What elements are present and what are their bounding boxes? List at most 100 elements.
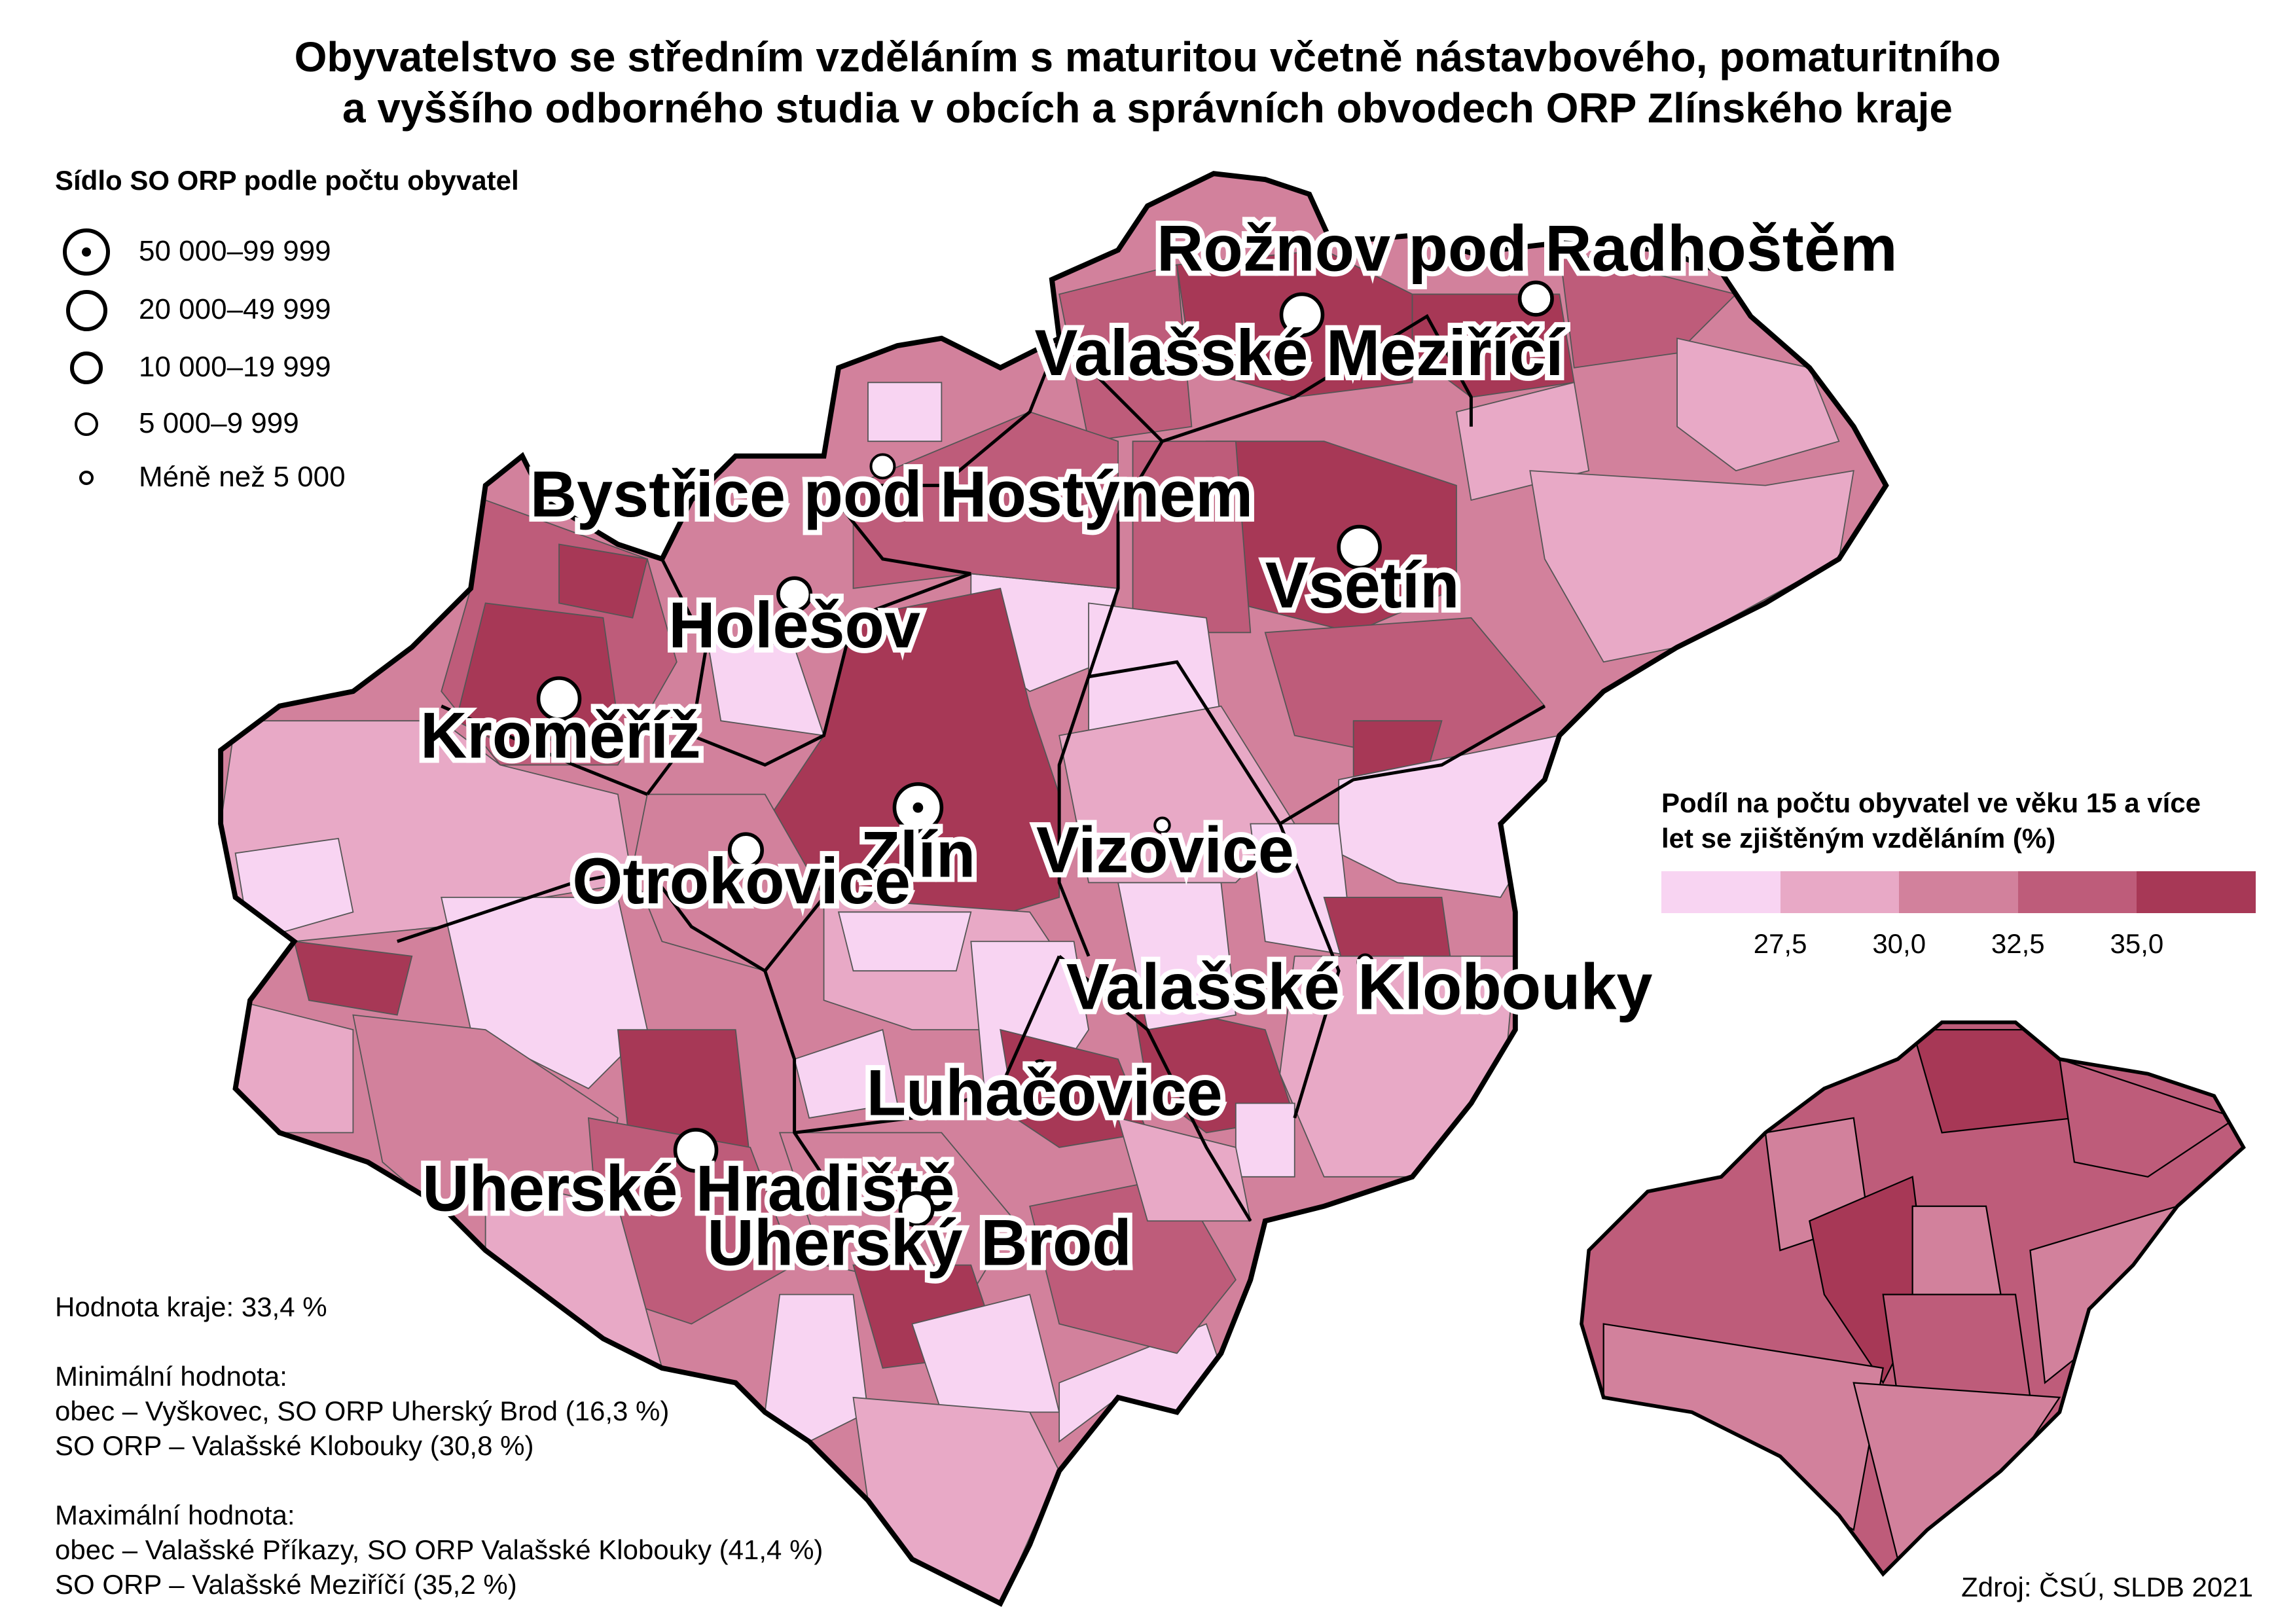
map-title: Obyvatelstvo se středním vzděláním s mat… [0, 31, 2295, 134]
size-legend-label: Méně než 5 000 [139, 461, 346, 493]
orp-boundary-line [822, 484, 971, 575]
orp-boundary-line [1058, 954, 1252, 1222]
orp-boundary-line [763, 970, 825, 1178]
size-legend-symbol [63, 228, 110, 276]
orp-boundary-line [1057, 676, 1091, 957]
orp-boundary-line [1087, 440, 1164, 677]
town-marker-luhacovice [1031, 1059, 1049, 1077]
municipality-area [778, 1132, 1016, 1295]
color-legend-swatch [1899, 871, 2018, 913]
size-legend-title: Sídlo SO ORP podle počtu obyvatel [55, 165, 519, 196]
inset-orp-area [2059, 1058, 2238, 1178]
size-legend-symbol [75, 412, 98, 436]
source-note: Zdroj: ČSÚ, SLDB 2021 [1961, 1572, 2253, 1602]
color-legend-title-line-1: Podíl na počtu obyvatel ve věku 15 a víc… [1661, 787, 2201, 818]
municipality-map [218, 171, 1889, 1607]
min-title: Minimální hodnota: [55, 1361, 287, 1392]
town-marker-otrokovice [727, 832, 764, 869]
town-marker-holesov [776, 576, 813, 613]
orp-inset-map [1580, 1020, 2246, 1577]
municipality-area [455, 602, 619, 751]
color-legend-swatch [2137, 871, 2256, 913]
town-label-valasske-klobouky: Valašské Klobouky [1066, 950, 1653, 1023]
town-marker-kromeriz [536, 676, 582, 721]
municipality-patches [221, 249, 1854, 1604]
title-line-2: a vyššího odborného studia v obcích a sp… [342, 84, 1953, 132]
min-obec: obec – Vyškovec, SO ORP Uherský Brod (16… [55, 1396, 670, 1426]
town-marker-uhersky-brod [898, 1191, 935, 1227]
color-legend-tick: 27,5 [1753, 928, 1807, 959]
town-label-otrokovice: Otrokovice [572, 844, 911, 917]
title-line-1: Obyvatelstvo se středním vzděláním s mat… [294, 33, 2001, 81]
town-label-roznov-pod-radhostem: Rožnov pod Radhoštěm [1157, 212, 1898, 285]
orp-boundary-line [397, 881, 575, 943]
orp-boundary-line [853, 337, 1061, 488]
orp-boundary-line [645, 558, 708, 796]
town-marker-valasske-mezirici [1279, 292, 1325, 338]
town-label-holesov: Holešov [668, 588, 920, 661]
size-legend-symbol [79, 470, 94, 486]
town-marker-uherske-hradiste [673, 1128, 719, 1173]
municipality-area [1058, 264, 1193, 442]
municipality-area [837, 911, 972, 972]
municipality-area [1132, 441, 1252, 634]
town-label-bystrice-pod-hostynem: Bystřice pod Hostýnem [530, 458, 1253, 530]
color-legend-swatch [1780, 871, 1900, 913]
size-legend-label: 10 000–19 999 [139, 351, 331, 383]
municipality-area [1676, 337, 1840, 472]
municipality-area [558, 543, 648, 619]
size-legend-symbol [65, 289, 107, 331]
town-label-vizovice: Vizovice [1036, 814, 1294, 886]
min-orp: SO ORP – Valašské Klobouky (30,8 %) [55, 1430, 534, 1461]
color-legend-swatch [2017, 871, 2137, 913]
statistics-block: Hodnota kraje: 33,4 % Minimální hodnota:… [55, 1290, 823, 1602]
municipality-area [764, 1293, 869, 1443]
size-legend-label: 5 000–9 999 [139, 407, 299, 439]
inset-boundary [1580, 1020, 2246, 1577]
size-legend-label: 50 000–99 999 [139, 235, 331, 267]
municipality-area [293, 941, 413, 1016]
color-legend-bar [1661, 871, 2256, 913]
town-marker-roznov-pod-radhostem [1517, 280, 1554, 317]
inset-orp-patches [1602, 1028, 2238, 1561]
orp-boundary-line [1088, 660, 1341, 1119]
municipality-area [1000, 1028, 1149, 1148]
orp-boundary-line [441, 704, 648, 796]
color-legend-title: Podíl na počtu obyvatel ve věku 15 a víc… [1661, 785, 2201, 856]
municipality-area [1455, 382, 1590, 501]
town-label-vsetin: Vsetín [1265, 549, 1460, 621]
municipality-area [1529, 470, 1854, 663]
inset-orp-area [1882, 1293, 2031, 1399]
size-legend-symbol [70, 352, 103, 384]
max-obec: obec – Valašské Příkazy, SO ORP Valašské… [55, 1534, 823, 1565]
inset-orp-area [1911, 1028, 2076, 1134]
color-legend-swatch [1661, 871, 1780, 913]
town-label-uhersky-brod: Uherský Brod [707, 1206, 1131, 1279]
town-marker-bystrice-pod-hostynem [869, 453, 896, 480]
town-marker-vizovice [1153, 816, 1171, 834]
color-legend-title-line-2: let se zjištěným vzděláním (%) [1661, 823, 2056, 854]
region-value: Hodnota kraje: 33,4 % [55, 1291, 327, 1322]
town-center-dot [913, 802, 924, 813]
orp-boundary-line [794, 955, 1061, 1134]
town-label-uherske-hradiste: Uherské Hradiště [422, 1152, 954, 1225]
town-marker-valasske-klobouky [1356, 953, 1374, 971]
orp-boundaries [397, 314, 1546, 1222]
region-boundary [218, 171, 1889, 1607]
color-legend-tick: 30,0 [1872, 928, 1926, 959]
orp-boundary-line [691, 572, 972, 767]
town-label-kromeriz: Kroměříž [420, 698, 701, 771]
town-label-zlin: Zlín [861, 818, 976, 890]
municipality-area [793, 1028, 898, 1119]
town-label-valasske-mezirici: Valašské Meziříčí [1034, 316, 1566, 389]
size-legend-label: 20 000–49 999 [139, 293, 331, 325]
orp-boundary-line [573, 866, 825, 973]
max-orp: SO ORP – Valašské Meziříčí (35,2 %) [55, 1569, 517, 1600]
municipality-area [852, 1396, 1060, 1604]
color-legend-tick: 32,5 [1991, 928, 2045, 959]
municipality-area [1235, 1102, 1295, 1178]
center-dot-icon [82, 247, 91, 257]
max-title: Maximální hodnota: [55, 1500, 295, 1530]
town-label-luhacovice: Luhačovice [867, 1056, 1223, 1128]
